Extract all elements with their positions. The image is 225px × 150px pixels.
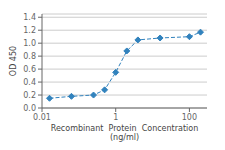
svg-text:0.6: 0.6 xyxy=(23,65,36,74)
svg-text:OD 450: OD 450 xyxy=(9,46,18,76)
svg-text:1.4: 1.4 xyxy=(23,13,36,22)
svg-text:0.01: 0.01 xyxy=(33,113,51,122)
svg-text:1: 1 xyxy=(113,113,118,122)
svg-text:0.2: 0.2 xyxy=(23,91,36,100)
svg-text:Recombinant Protein Concentr: Recombinant Protein Concentration(ng/ml) xyxy=(51,124,199,142)
svg-text:1.0: 1.0 xyxy=(23,39,36,48)
svg-text:0.8: 0.8 xyxy=(23,52,36,61)
svg-text:1.2: 1.2 xyxy=(23,26,36,35)
svg-text:0.0: 0.0 xyxy=(23,104,36,113)
svg-text:0.4: 0.4 xyxy=(23,78,36,87)
svg-text:100: 100 xyxy=(182,113,197,122)
